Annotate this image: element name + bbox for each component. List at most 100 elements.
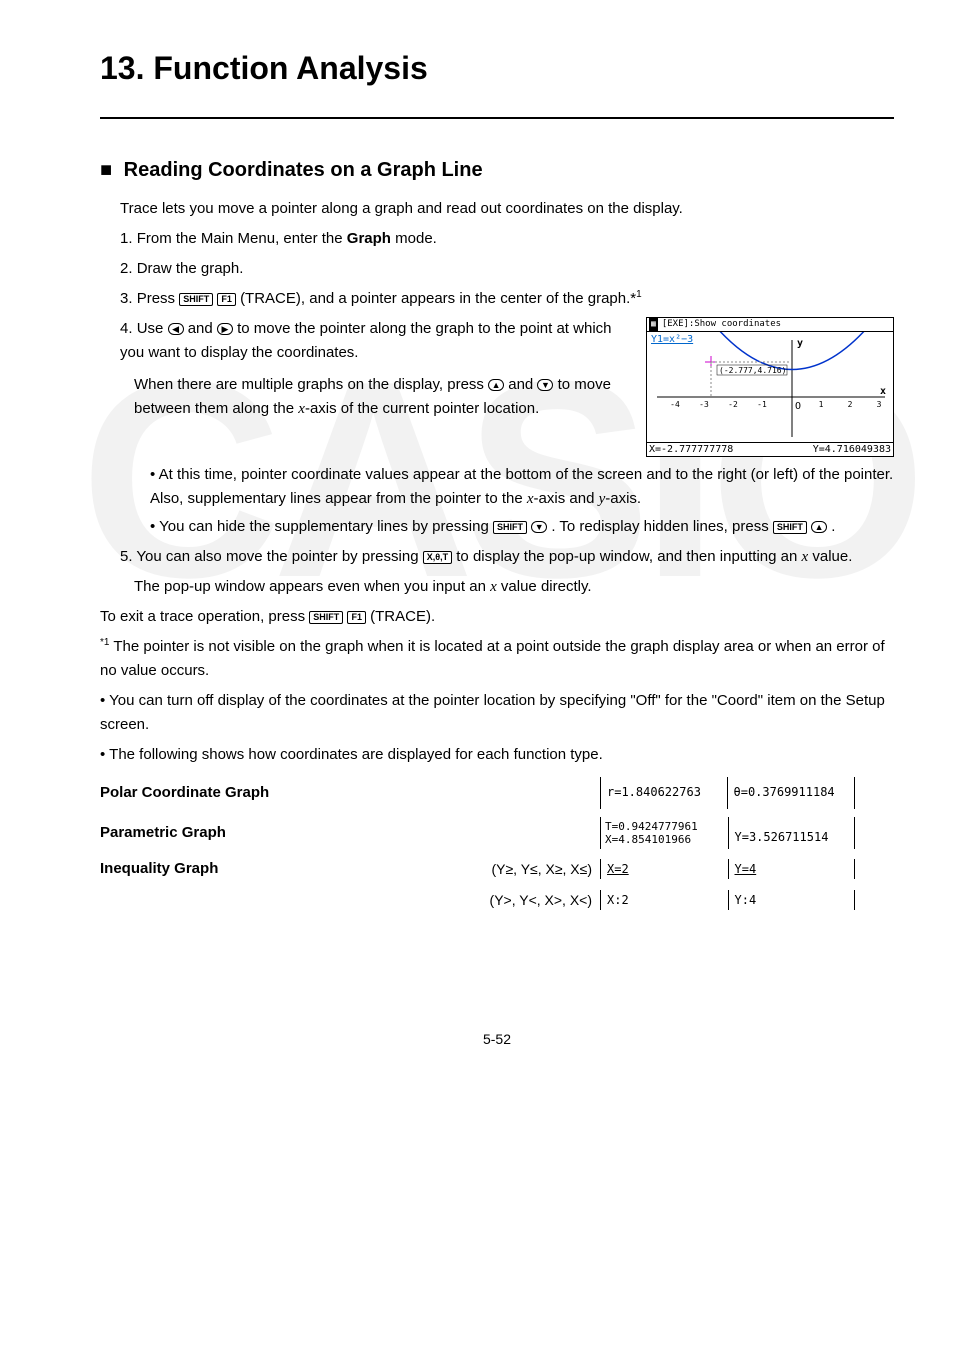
polar-label: Polar Coordinate Graph: [100, 781, 460, 805]
step-text: -axis of the current pointer location.: [305, 400, 539, 417]
up-arrow-key: ▲: [488, 379, 504, 391]
inequality-cond1: (Y≥, Y≤, X≥, X≤): [460, 858, 600, 880]
exit-instruction: To exit a trace operation, press SHIFT F…: [100, 605, 894, 629]
step-text: value directly.: [497, 578, 592, 595]
page-number: 5-52: [100, 1031, 894, 1047]
ineq-y1: Y=4: [728, 859, 851, 879]
ineq-x1: X=2: [605, 859, 728, 879]
sub-bullet-1: • At this time, pointer coordinate value…: [150, 463, 894, 511]
step-1: 1. From the Main Menu, enter the Graph m…: [120, 227, 894, 251]
calc-eq: Y1=x²−3: [651, 334, 693, 345]
param-y: Y=3.526711514: [728, 817, 851, 849]
calc-footer: X=-2.777777778 Y=4.716049383: [647, 442, 893, 456]
shift-key: SHIFT: [179, 293, 213, 306]
section-title: Reading Coordinates on a Graph Line: [124, 159, 483, 181]
svg-text:-3: -3: [699, 400, 709, 409]
parametric-row: Parametric Graph T=0.9424777961 X=4.8541…: [100, 817, 894, 849]
ineq-y2: Y:4: [728, 890, 851, 910]
left-arrow-key: ◀: [168, 323, 184, 335]
bullet: •: [100, 692, 105, 709]
polar-r: r=1.840622763: [605, 777, 728, 809]
param-x: X=4.854101966: [605, 833, 728, 846]
step-2: 2. Draw the graph.: [120, 257, 894, 281]
step-5: 5. You can also move the pointer by pres…: [120, 545, 894, 599]
step-num: 1.: [120, 230, 133, 247]
step-text: and: [188, 320, 217, 337]
chapter-heading: 13. Function Analysis: [100, 50, 894, 119]
f1-key: F1: [347, 611, 366, 624]
intro-text: Trace lets you move a pointer along a gr…: [120, 197, 894, 221]
step-text: Press: [137, 290, 180, 307]
footnote-text: The pointer is not visible on the graph …: [100, 638, 885, 679]
graph-mode: Graph: [347, 230, 391, 247]
footnote-1: *1 The pointer is not visible on the gra…: [100, 635, 894, 683]
var-x: x: [527, 491, 534, 507]
step-text: From the Main Menu, enter the: [137, 230, 347, 247]
text: The following shows how coordinates are …: [109, 746, 603, 763]
polar-theta: θ=0.3769911184: [728, 777, 851, 809]
svg-text:1: 1: [819, 400, 824, 409]
step-text: mode.: [391, 230, 437, 247]
step-num: 4.: [120, 320, 133, 337]
svg-text:-2: -2: [728, 400, 738, 409]
bullet: •: [150, 466, 155, 483]
up-arrow-key: ▲: [811, 521, 827, 533]
right-arrow-key: ▶: [217, 323, 233, 335]
text: To exit a trace operation, press: [100, 608, 309, 625]
svg-text:y: y: [797, 338, 803, 349]
text: At this time, pointer coordinate values …: [150, 466, 893, 507]
shift-key: SHIFT: [493, 521, 527, 534]
text: . To redisplay hidden lines, press: [551, 518, 773, 535]
bullet: •: [150, 518, 155, 535]
svg-text:3: 3: [877, 400, 882, 409]
step-text: and: [508, 376, 537, 393]
inequality-cond2: (Y>, Y<, X>, X<): [460, 889, 600, 911]
svg-text:2: 2: [848, 400, 853, 409]
svg-text:O: O: [795, 401, 801, 412]
inequality-row-1: Inequality Graph (Y≥, Y≤, X≥, X≤) X=2 Y=…: [100, 857, 894, 881]
svg-text:-4: -4: [670, 400, 680, 409]
chapter-title: Function Analysis: [153, 50, 427, 86]
calc-graph-area: Y1=x²−3 x y O -4-3-2-1 123: [647, 332, 893, 442]
inequality-row-2: (Y>, Y<, X>, X<) X:2 Y:4: [100, 889, 894, 911]
var-x: x: [298, 401, 305, 417]
calc-header-text: [EXE]:Show coordinates: [662, 317, 781, 331]
var-x: x: [490, 579, 497, 595]
inequality-label: Inequality Graph: [100, 857, 460, 881]
step-num: 2.: [120, 260, 133, 277]
step-text: You can also move the pointer by pressin…: [136, 548, 422, 565]
param-t: T=0.9424777961: [605, 820, 728, 833]
step-text: Draw the graph.: [137, 260, 244, 277]
chapter-number: 13.: [100, 50, 144, 86]
step-text: Use: [137, 320, 168, 337]
polar-row: Polar Coordinate Graph r=1.840622763 θ=0…: [100, 777, 894, 809]
note-1: • You can turn off display of the coordi…: [100, 689, 894, 737]
text: You can hide the supplementary lines by …: [159, 518, 493, 535]
bullet: •: [100, 746, 105, 763]
step-text: (TRACE), and a pointer appears in the ce…: [240, 290, 636, 307]
calc-mode-icon: ▦: [649, 318, 658, 331]
sub-bullet-2: • You can hide the supplementary lines b…: [150, 515, 894, 539]
calc-y-value: Y=4.716049383: [813, 442, 891, 458]
step-3: 3. Press SHIFT F1 (TRACE), and a pointer…: [120, 287, 894, 311]
footnote-ref: 1: [636, 289, 642, 300]
text: (TRACE).: [370, 608, 435, 625]
step-text: The pop-up window appears even when you …: [134, 578, 490, 595]
inequality-lcd-1: X=2 Y=4: [600, 859, 855, 879]
step-4: 4. Use ◀ and ▶ to move the pointer along…: [120, 317, 894, 457]
calculator-screenshot: ▦ [EXE]:Show coordinates Y1=x²−3 x y O: [646, 317, 894, 457]
section-marker: ■: [100, 159, 112, 181]
shift-key: SHIFT: [309, 611, 343, 624]
down-arrow-key: ▼: [531, 521, 547, 533]
step-text: When there are multiple graphs on the di…: [134, 376, 488, 393]
step-text: to display the pop-up window, and then i…: [456, 548, 801, 565]
text: .: [831, 518, 835, 535]
step-num: 5.: [120, 548, 133, 565]
down-arrow-key: ▼: [537, 379, 553, 391]
shift-key: SHIFT: [773, 521, 807, 534]
text: You can turn off display of the coordina…: [100, 692, 885, 733]
parametric-label: Parametric Graph: [100, 821, 460, 845]
section-heading: ■ Reading Coordinates on a Graph Line: [100, 159, 894, 182]
step-num: 3.: [120, 290, 133, 307]
calc-x-value: X=-2.777777778: [649, 442, 813, 458]
